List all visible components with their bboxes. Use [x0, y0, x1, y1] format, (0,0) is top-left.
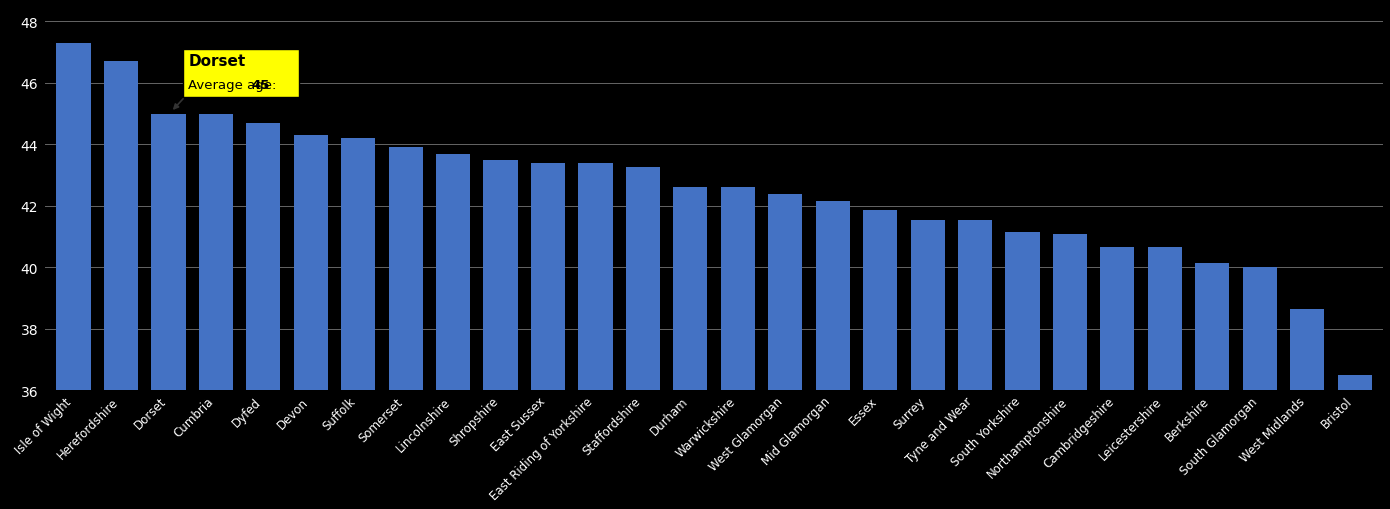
- Bar: [769, 194, 802, 390]
- Bar: [1005, 233, 1040, 390]
- Bar: [1243, 268, 1277, 390]
- Bar: [1337, 375, 1372, 390]
- Bar: [910, 220, 945, 390]
- Bar: [199, 115, 234, 390]
- Bar: [104, 62, 138, 390]
- FancyBboxPatch shape: [182, 50, 299, 98]
- Bar: [1101, 248, 1134, 390]
- Bar: [721, 188, 755, 390]
- Bar: [578, 163, 613, 390]
- Bar: [389, 148, 423, 390]
- Bar: [816, 202, 849, 390]
- Bar: [863, 211, 897, 390]
- Bar: [484, 160, 517, 390]
- Text: Average age:: Average age:: [189, 79, 281, 92]
- Bar: [1195, 263, 1229, 390]
- Bar: [436, 154, 470, 390]
- Bar: [1290, 309, 1325, 390]
- Bar: [531, 163, 566, 390]
- Bar: [341, 139, 375, 390]
- Bar: [1148, 248, 1182, 390]
- Bar: [958, 220, 992, 390]
- Bar: [246, 124, 281, 390]
- Bar: [1052, 234, 1087, 390]
- Text: Dorset: Dorset: [189, 54, 246, 69]
- Text: 45: 45: [252, 79, 270, 92]
- Bar: [626, 168, 660, 390]
- Bar: [152, 115, 185, 390]
- Bar: [293, 136, 328, 390]
- Bar: [673, 188, 708, 390]
- Bar: [57, 44, 90, 390]
